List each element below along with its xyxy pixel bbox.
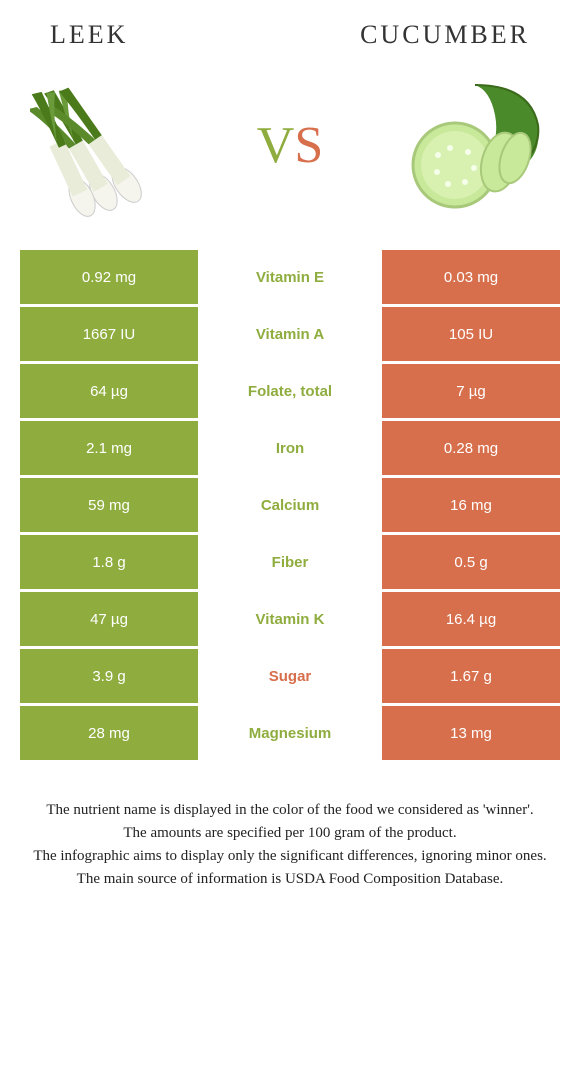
value-right: 0.5 g [382,535,560,589]
nutrient-row: 59 mgCalcium16 mg [20,478,560,532]
value-right: 16.4 µg [382,592,560,646]
footer-p4: The main source of information is USDA F… [33,869,546,890]
value-left: 3.9 g [20,649,198,703]
value-right: 1.67 g [382,649,560,703]
images-row: VS [10,70,570,220]
leek-icon [30,70,180,220]
value-right: 13 mg [382,706,560,760]
nutrient-name: Sugar [201,649,379,703]
value-left: 64 µg [20,364,198,418]
nutrient-row: 64 µgFolate, total7 µg [20,364,560,418]
cucumber-icon [400,70,550,220]
value-left: 0.92 mg [20,250,198,304]
nutrient-row: 3.9 gSugar1.67 g [20,649,560,703]
nutrient-row: 0.92 mgVitamin E0.03 mg [20,250,560,304]
footer-p2: The amounts are specified per 100 gram o… [33,823,546,844]
comparison-table: 0.92 mgVitamin E0.03 mg1667 IUVitamin A1… [20,250,560,760]
footer-text: The nutrient name is displayed in the co… [13,800,566,892]
title-right: Cucumber [360,20,530,50]
value-left: 28 mg [20,706,198,760]
footer-p1: The nutrient name is displayed in the co… [33,800,546,821]
vs-label: VS [257,116,323,175]
title-left: Leek [50,20,128,50]
value-right: 7 µg [382,364,560,418]
nutrient-name: Vitamin E [201,250,379,304]
nutrient-row: 28 mgMagnesium13 mg [20,706,560,760]
nutrient-row: 47 µgVitamin K16.4 µg [20,592,560,646]
value-left: 1.8 g [20,535,198,589]
nutrient-name: Magnesium [201,706,379,760]
footer-p3: The infographic aims to display only the… [33,846,546,867]
vs-s: S [294,116,323,175]
nutrient-name: Iron [201,421,379,475]
vs-v: V [257,116,295,175]
value-right: 16 mg [382,478,560,532]
value-right: 105 IU [382,307,560,361]
value-left: 1667 IU [20,307,198,361]
nutrient-row: 2.1 mgIron0.28 mg [20,421,560,475]
nutrient-name: Fiber [201,535,379,589]
value-right: 0.03 mg [382,250,560,304]
value-right: 0.28 mg [382,421,560,475]
nutrient-name: Calcium [201,478,379,532]
value-left: 59 mg [20,478,198,532]
nutrient-row: 1667 IUVitamin A105 IU [20,307,560,361]
cucumber-image [400,70,550,220]
nutrient-row: 1.8 gFiber0.5 g [20,535,560,589]
value-left: 2.1 mg [20,421,198,475]
header-row: Leek Cucumber [10,20,570,50]
nutrient-name: Folate, total [201,364,379,418]
leek-image [30,70,180,220]
value-left: 47 µg [20,592,198,646]
nutrient-name: Vitamin A [201,307,379,361]
nutrient-name: Vitamin K [201,592,379,646]
